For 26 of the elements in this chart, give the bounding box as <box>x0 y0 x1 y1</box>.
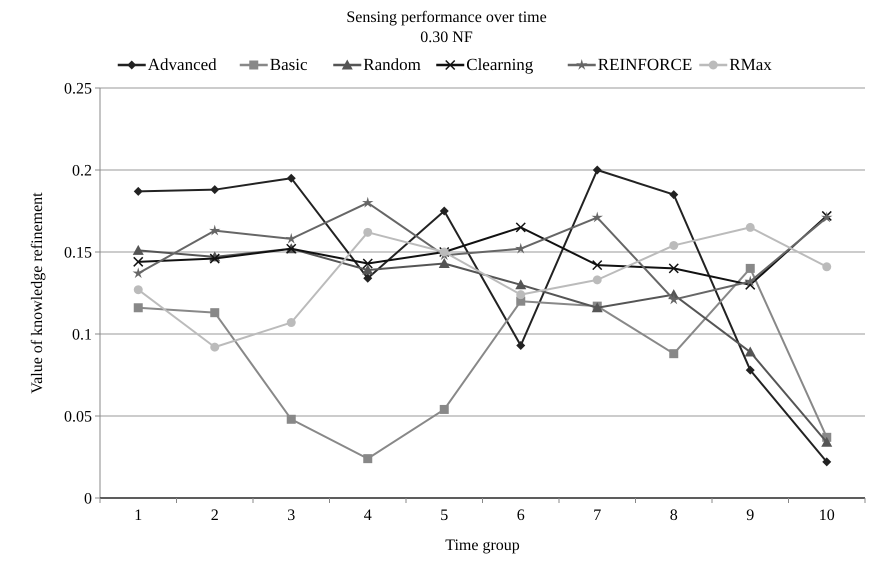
x-tick-label: 5 <box>440 507 448 524</box>
legend-label: Clearning <box>466 55 534 74</box>
x-tick-label: 3 <box>287 507 296 524</box>
chart-subtitle: 0.30 NF <box>420 29 473 46</box>
x-tick-label: 4 <box>364 507 372 524</box>
legend-label: RMax <box>729 55 772 74</box>
y-tick-label: 0.2 <box>72 162 92 180</box>
legend-label: Advanced <box>148 55 218 74</box>
y-tick-label: 0.25 <box>64 80 92 98</box>
legend-label: REINFORCE <box>598 55 692 74</box>
x-tick-label: 8 <box>670 507 678 524</box>
legend-label: Basic <box>270 55 308 74</box>
x-tick-label: 7 <box>593 507 602 524</box>
x-tick-label: 10 <box>818 507 835 524</box>
chart-title: Sensing performance over time <box>346 9 547 26</box>
y-tick-label: 0 <box>84 490 92 508</box>
y-tick-label: 0.1 <box>72 326 92 344</box>
y-tick-label: 0.05 <box>64 408 92 426</box>
x-tick-label: 9 <box>746 507 754 524</box>
y-axis-title: Value of knowledge refinement <box>29 192 46 394</box>
y-tick-label: 0.15 <box>64 244 92 262</box>
x-tick-label: 6 <box>516 507 525 524</box>
x-axis-title: Time group <box>445 537 520 554</box>
legend-label: Random <box>363 55 421 74</box>
x-tick-label: 2 <box>210 507 219 524</box>
x-tick-label: 1 <box>134 507 142 524</box>
